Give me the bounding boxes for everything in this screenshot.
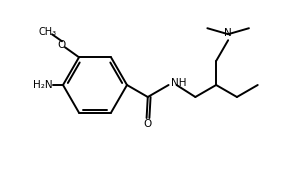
Text: H₂N: H₂N (33, 80, 53, 90)
Text: CH₃: CH₃ (39, 27, 57, 37)
Text: NH: NH (171, 78, 186, 88)
Text: N: N (224, 28, 232, 38)
Text: O: O (144, 119, 152, 129)
Text: O: O (58, 40, 66, 50)
